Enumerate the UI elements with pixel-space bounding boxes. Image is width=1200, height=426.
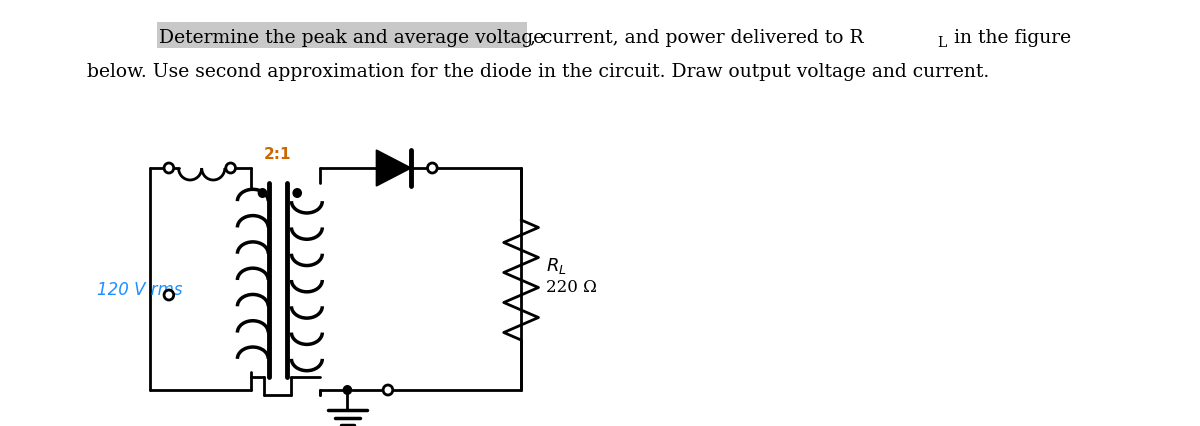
Circle shape	[342, 385, 353, 395]
Text: , current, and power delivered to R: , current, and power delivered to R	[529, 29, 864, 47]
FancyBboxPatch shape	[157, 22, 527, 48]
Circle shape	[164, 163, 174, 173]
Text: below. Use second approximation for the diode in the circuit. Draw output voltag: below. Use second approximation for the …	[86, 63, 989, 81]
Polygon shape	[377, 150, 412, 186]
Text: $R_L$: $R_L$	[546, 256, 566, 276]
Text: 120 V rms: 120 V rms	[96, 281, 182, 299]
Circle shape	[226, 163, 235, 173]
Circle shape	[164, 290, 174, 300]
Circle shape	[383, 385, 392, 395]
Circle shape	[258, 188, 268, 198]
Text: 2:1: 2:1	[264, 147, 292, 162]
Text: L: L	[937, 36, 947, 50]
Circle shape	[427, 163, 437, 173]
Circle shape	[293, 188, 302, 198]
Text: Determine the peak and average voltage: Determine the peak and average voltage	[160, 29, 545, 47]
Text: in the figure: in the figure	[948, 29, 1070, 47]
Text: 220 Ω: 220 Ω	[546, 279, 598, 296]
